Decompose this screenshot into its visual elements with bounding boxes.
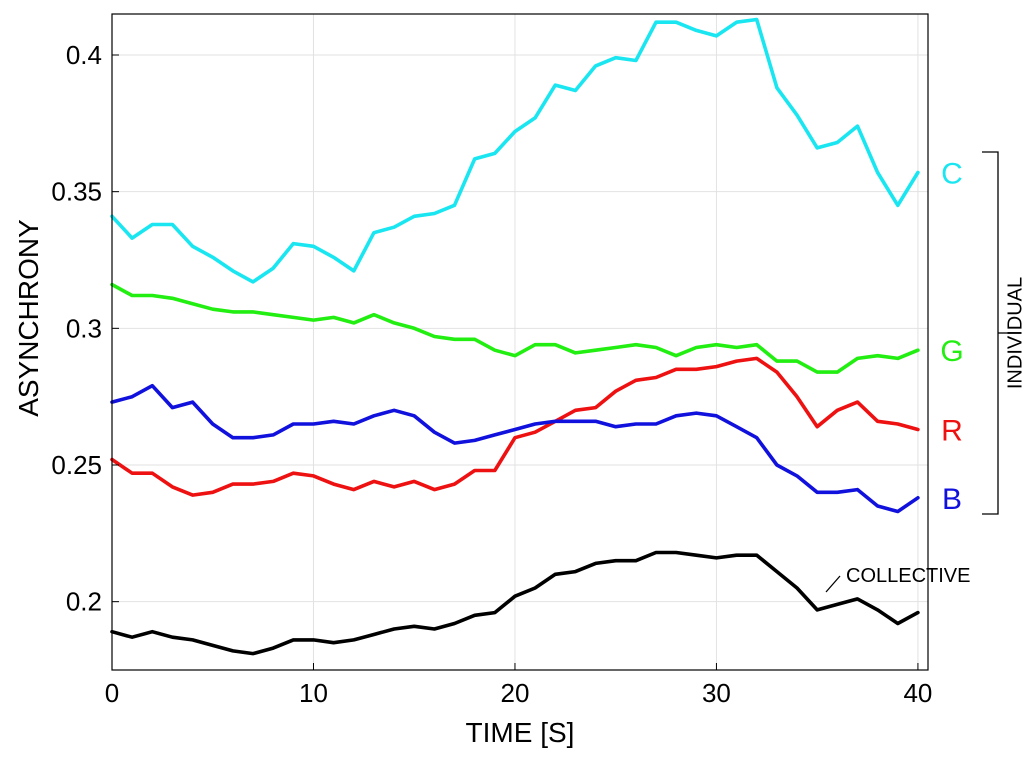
- series-labels: C G R B: [940, 158, 963, 516]
- plot-frame: [111, 13, 929, 671]
- x-tick-label: 40: [903, 678, 932, 708]
- series-label-c: C: [941, 158, 963, 191]
- series-lines: [110, 17, 920, 656]
- series-label-b: B: [942, 483, 962, 516]
- x-tick-label: 30: [702, 678, 731, 708]
- x-tick-label: 20: [501, 678, 530, 708]
- grid-lines: [111, 14, 928, 670]
- x-tick-label: 10: [299, 678, 328, 708]
- y-tick-label: 0.3: [66, 313, 102, 343]
- series-line-collective: [110, 550, 920, 656]
- y-axis-title: ASYNCHRONY: [13, 219, 44, 417]
- collective-leader: [825, 575, 841, 593]
- axis-ticks: 0 10 20 30 40 0.2 0.25 0.3 0.35 0.4: [51, 40, 932, 708]
- y-tick-label: 0.35: [51, 177, 102, 207]
- y-tick-label: 0.4: [66, 40, 102, 70]
- series-label-r: R: [941, 414, 963, 447]
- series-line-g: [110, 282, 920, 374]
- y-tick-label: 0.2: [66, 587, 102, 617]
- collective-label: COLLECTIVE: [846, 565, 970, 587]
- individual-label: INDIVIDUAL: [1004, 277, 1024, 389]
- x-tick-label: 0: [105, 678, 119, 708]
- series-line-b: [110, 383, 920, 514]
- x-axis-title: TIME [S]: [466, 717, 575, 748]
- series-line-r: [110, 356, 920, 497]
- y-tick-label: 0.25: [51, 450, 102, 480]
- series-line-c: [110, 17, 920, 284]
- series-label-g: G: [940, 335, 963, 368]
